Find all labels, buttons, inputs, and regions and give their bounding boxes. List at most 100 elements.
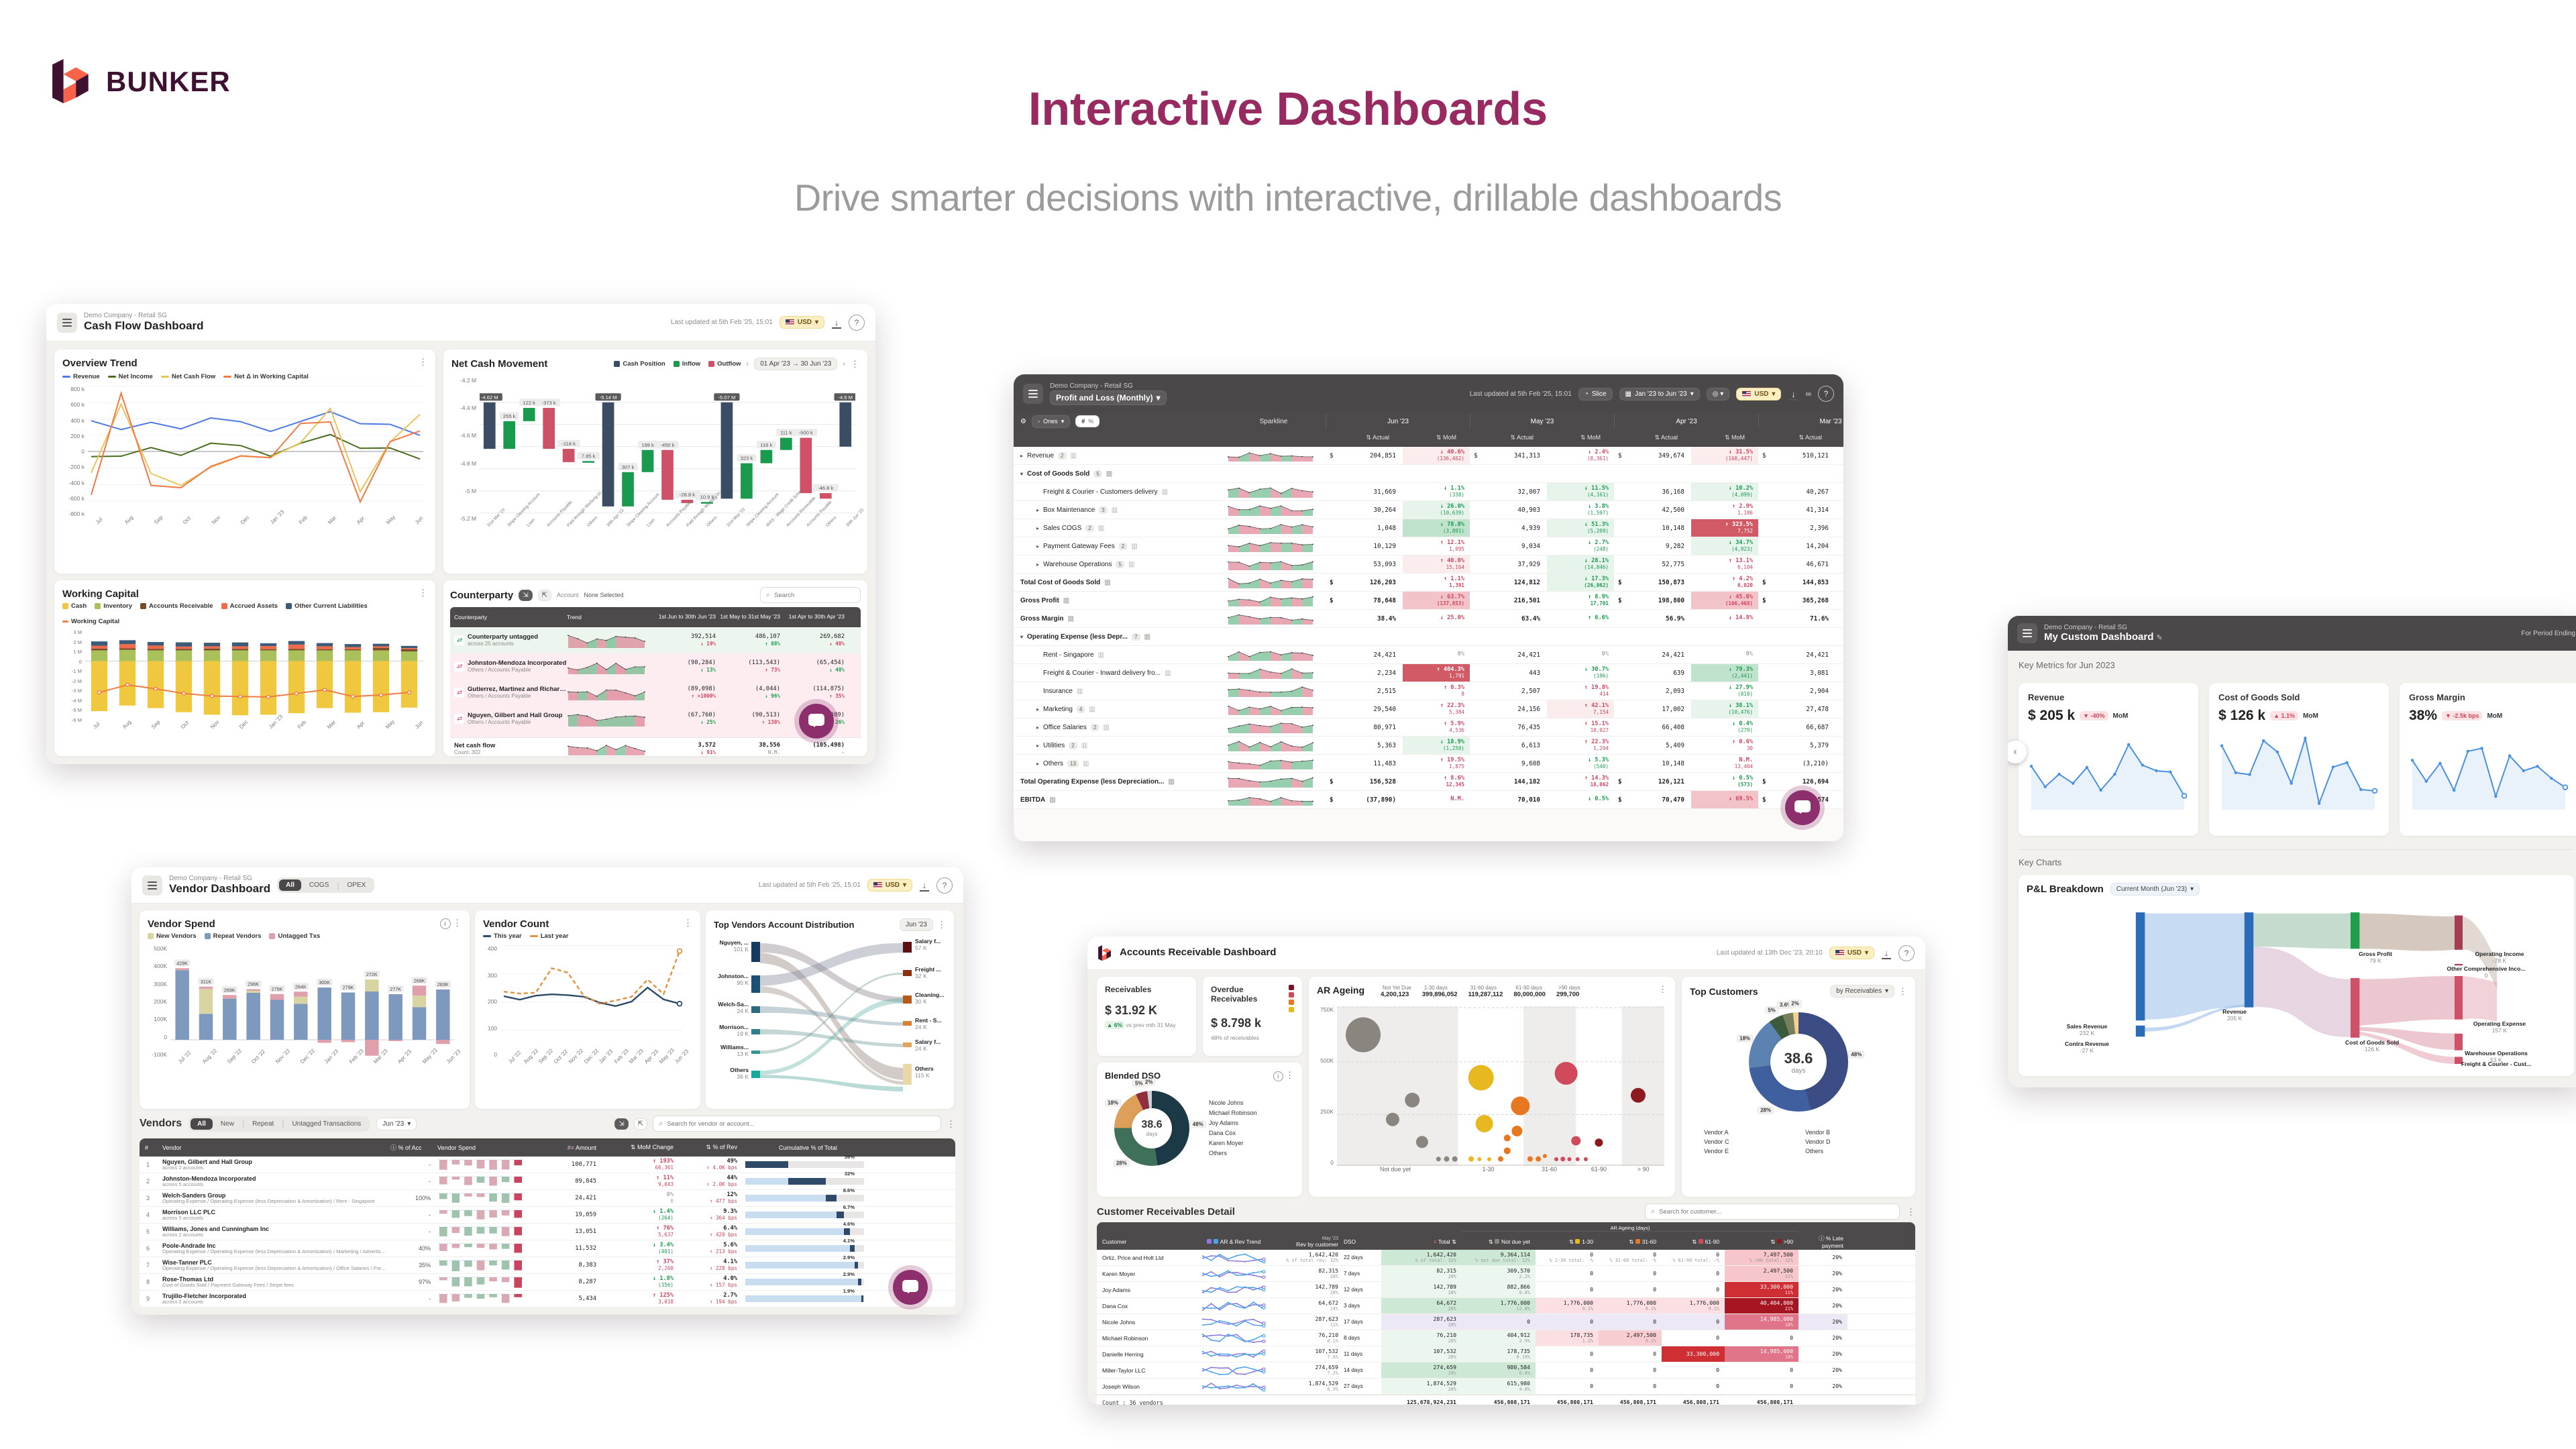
chart-toggle-icon[interactable]: ▥ — [1128, 560, 1135, 568]
table-row[interactable]: ▸ Payment Gateway Fees 2 ▥ 10,129 ↑ 12.1% 1,… — [1014, 537, 1843, 555]
table-row[interactable]: Freight & Courier - Inward delivery fro.… — [1014, 664, 1843, 682]
table-row[interactable]: 4 Morrison LLC PLC across 5 accounts - 19… — [140, 1204, 955, 1224]
table-row[interactable]: Freight & Courier - Customers delivery ▥ … — [1014, 483, 1843, 501]
table-row[interactable]: 8 Rose-Thomas Ltd Cost of Goods Sold / Pa… — [140, 1271, 955, 1291]
table-row[interactable]: ⇄ Johnston-Mendoza Incorporated Others / A… — [450, 653, 861, 680]
prev-range-icon[interactable]: ‹ — [746, 360, 749, 368]
chart-toggle-icon[interactable]: ▥ — [1063, 596, 1070, 604]
date-range-picker[interactable]: 01 Apr '23 → 30 Jun '23 — [754, 358, 838, 370]
metric-card-gross-margin[interactable]: Gross Margin 38% ▼ -2.5k bps MoM — [2400, 683, 2576, 836]
account-value[interactable]: None Selected — [584, 592, 624, 598]
chart-toggle-icon[interactable]: ▥ — [1097, 524, 1105, 532]
kebab-icon[interactable]: ⋮ — [1898, 986, 1907, 996]
expand-icon[interactable]: ⇱ — [537, 589, 551, 601]
month-select[interactable]: Jun '23 ▾ — [376, 1117, 417, 1130]
number-format-toggle[interactable]: # % — [1075, 415, 1100, 427]
by-receivables-select[interactable]: by Receivables ▾ — [1830, 985, 1894, 998]
table-row[interactable]: ⇄ Counterparty untagged across 25 accounts… — [450, 627, 861, 653]
chart-toggle-icon[interactable]: ▥ — [1089, 705, 1095, 713]
menu-icon[interactable] — [57, 312, 77, 333]
table-row[interactable]: ▾ Cost of Goods Sold 5 ▥ — [1014, 465, 1843, 483]
settings-icon[interactable]: ⚙ — [1020, 417, 1026, 425]
kebab-icon[interactable]: ⋮ — [1658, 984, 1667, 994]
date-range-picker[interactable]: ▦ Jan '23 to Jun '23 ▾ — [1619, 387, 1700, 400]
currency-select[interactable]: USD ▾ — [867, 879, 912, 892]
help-icon[interactable]: ? — [1898, 945, 1915, 961]
filter-untagged[interactable]: Untagged Transactions — [292, 1120, 362, 1128]
table-row[interactable]: Insurance ▥ 2,515 ↑ 0.3% 8 2,507 ↑ 19.8% 41… — [1014, 682, 1843, 700]
chart-toggle-icon[interactable]: ▥ — [1161, 488, 1169, 496]
table-row[interactable]: Danielle Herring 107,532 7.6% 11 days 107… — [1097, 1346, 1915, 1362]
next-range-icon[interactable]: › — [843, 360, 845, 368]
filter-new[interactable]: New — [220, 1120, 234, 1128]
kebab-icon[interactable]: ⋮ — [453, 918, 462, 928]
table-row[interactable]: 3 Welch-Sanders Group Operating Expense /… — [140, 1187, 955, 1207]
chart-toggle-icon[interactable]: ▥ — [1081, 741, 1088, 749]
period-select[interactable]: Current Month (Jun '23) ▾ — [2110, 883, 2200, 896]
month-badge[interactable]: Jun '23 — [900, 918, 933, 931]
kebab-icon[interactable]: ⋮ — [419, 588, 427, 598]
table-row[interactable]: Miller-Taylor LLC 274,659 7.2% 14 days 27… — [1097, 1362, 1915, 1379]
table-row[interactable]: 5 Williams, Jones and Cunningham Inc acro… — [140, 1221, 955, 1240]
slice-button[interactable]: ◔ Slice — [1578, 387, 1613, 400]
visibility-select[interactable]: ◎ ▾ — [1706, 387, 1730, 400]
help-icon[interactable]: ? — [849, 314, 865, 331]
table-row[interactable]: Joy Adams 142,789 18% 12 days 142,789 28% … — [1097, 1282, 1915, 1298]
units-select[interactable]: ◦ Ones ▾ — [1031, 415, 1071, 428]
table-row[interactable]: 6 Poole-Andrade Inc Operating Expense / O… — [140, 1238, 955, 1257]
kebab-icon[interactable]: ⋮ — [419, 357, 427, 367]
vendor-search[interactable]: ⌕ — [653, 1116, 941, 1132]
table-row[interactable]: Joseph Wilson 1,874,529 6.9% 27 days 1,87… — [1097, 1379, 1915, 1395]
table-row[interactable]: ▸ Utilities 2 ▥ 5,363 ↓ 18.9% (1,250) 6,613 … — [1014, 737, 1843, 755]
chart-toggle-icon[interactable]: ▥ — [1067, 614, 1074, 623]
collapse-icon[interactable]: ⇲ — [519, 589, 533, 601]
kebab-icon[interactable]: ⋮ — [851, 359, 859, 369]
help-icon[interactable]: ? — [1818, 386, 1834, 402]
table-row[interactable]: ▸ Marketing 4 ▥ 29,540 ↑ 22.3% 5,384 24,156 … — [1014, 700, 1843, 718]
report-select[interactable]: Profit and Loss (Monthly) ▾ — [1050, 390, 1167, 405]
menu-icon[interactable] — [2017, 623, 2037, 643]
chart-toggle-icon[interactable]: ▥ — [1144, 633, 1150, 641]
chat-bubble-button[interactable] — [893, 1270, 928, 1305]
chart-toggle-icon[interactable]: ▥ — [1097, 651, 1105, 659]
menu-icon[interactable] — [142, 875, 162, 896]
table-row[interactable]: Total Cost of Goods Sold ▥ $126,203 ↑ 1.1… — [1014, 574, 1843, 592]
edit-icon[interactable]: ✎ — [2156, 633, 2163, 642]
chart-toggle-icon[interactable]: ▥ — [1070, 451, 1077, 460]
customer-search[interactable]: ⌕ — [1645, 1203, 1900, 1220]
table-row[interactable]: Ortiz, Price and Holt Ltd 1,642,420% of … — [1097, 1250, 1915, 1266]
tab-opex[interactable]: OPEX — [347, 881, 366, 889]
collapse-icon[interactable]: ⇲ — [614, 1118, 629, 1130]
kebab-icon[interactable]: ⋮ — [947, 1118, 955, 1129]
chart-toggle-icon[interactable]: ▥ — [1076, 687, 1083, 695]
currency-select[interactable]: USD ▾ — [1736, 387, 1782, 400]
tab-cogs[interactable]: COGS — [309, 881, 329, 889]
chart-toggle-icon[interactable]: ▥ — [1131, 542, 1138, 550]
table-row[interactable]: Total Operating Expense (less Depreciati… — [1014, 773, 1843, 791]
table-row[interactable]: 7 Wise-Tanner PLC Operating Expense / Ope… — [140, 1254, 955, 1274]
counterparty-search[interactable]: ⌕ — [760, 587, 861, 603]
table-row[interactable]: ▸ Others 13 ▥ 11,483 ↑ 19.5% 1,875 9,608 ↓ 5… — [1014, 755, 1843, 773]
chart-toggle-icon[interactable]: ▥ — [1082, 759, 1089, 767]
menu-icon[interactable] — [1023, 384, 1043, 404]
currency-select[interactable]: USD ▾ — [779, 316, 824, 329]
share-link-icon[interactable]: ∞ — [1805, 389, 1811, 398]
chart-toggle-icon[interactable]: ▥ — [1168, 777, 1175, 786]
kebab-icon[interactable]: ⋮ — [1285, 1070, 1294, 1080]
table-row[interactable]: 9 Trujillo-Fletcher Incorporated across 2… — [140, 1288, 955, 1307]
download-icon[interactable]: ↓ — [1881, 948, 1892, 959]
scroll-left-button[interactable]: ‹ — [2008, 741, 2027, 763]
table-row[interactable]: ▸ Sales COGS 2 ▥ 1,048 ↓ 78.8% (3,891) 4,939… — [1014, 519, 1843, 537]
kebab-icon[interactable]: ⋮ — [684, 918, 692, 928]
chart-toggle-icon[interactable]: ▥ — [1103, 723, 1110, 731]
table-row[interactable]: Nicole Johns 287,623 11% 17 days 287,623 2… — [1097, 1314, 1915, 1330]
table-row[interactable]: 1 Nguyen, Gilbert and Hall Group across 2… — [140, 1154, 955, 1173]
table-row[interactable]: ⇄Huffman, Castro and Dodson Incorporated… — [450, 732, 861, 737]
filter-all[interactable]: All — [191, 1118, 213, 1130]
chat-bubble-button[interactable] — [1785, 790, 1820, 825]
table-row[interactable]: 2 Johnston-Mendoza Incorporated across 5 … — [140, 1171, 955, 1190]
table-row[interactable]: Karen Moyer 82,315 28% 7 days 82,315 28% 3… — [1097, 1266, 1915, 1282]
download-icon[interactable]: ↓ — [1788, 389, 1799, 400]
currency-select[interactable]: USD ▾ — [1829, 947, 1874, 959]
download-icon[interactable]: ↓ — [831, 317, 842, 329]
